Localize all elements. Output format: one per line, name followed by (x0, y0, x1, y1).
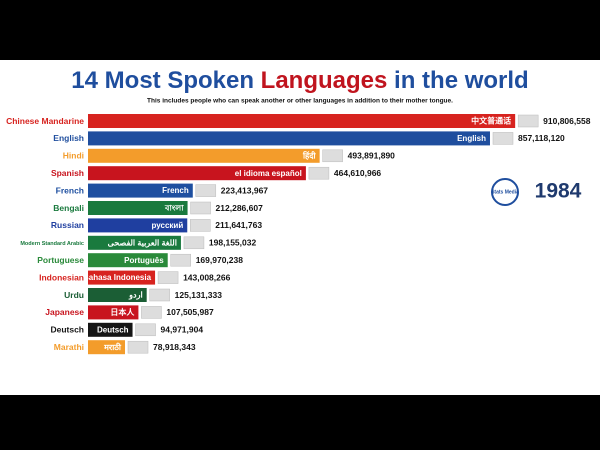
category-label: Bengali (53, 203, 84, 213)
logo-text: Stats Media (491, 189, 519, 195)
bar (88, 270, 156, 285)
flag (190, 219, 211, 232)
flag (127, 340, 149, 354)
chart-subtitle: This includes people who can speak anoth… (147, 98, 453, 105)
bar (88, 288, 147, 302)
flag (141, 306, 162, 319)
title-part: Languages (261, 67, 388, 94)
value-label: 125,131,333 (175, 290, 223, 300)
value-label: 169,970,238 (196, 255, 244, 265)
bar (88, 114, 516, 128)
bar-label: मराठी (103, 342, 122, 352)
category-label: English (53, 133, 84, 143)
title-part: 14 Most Spoken (71, 67, 260, 94)
bar-label: Bahasa Indonesia (83, 273, 152, 282)
value-label: 107,505,987 (166, 307, 214, 317)
bar-label: French (162, 186, 189, 195)
bar-label: اللغة العربية الفصحى (108, 238, 177, 248)
category-label: Deutsch (50, 325, 84, 335)
category-label: Indonesian (39, 272, 84, 282)
category-label: Hindi (63, 151, 84, 161)
flag (149, 288, 170, 302)
category-label: Marathi (54, 342, 84, 352)
bar-label: বাংলা (164, 204, 184, 213)
bar (88, 166, 306, 181)
value-label: 143,008,266 (183, 272, 231, 282)
bar-label: 日本人 (110, 307, 135, 317)
category-label: Portuguese (37, 255, 84, 265)
value-label: 910,806,558 (543, 116, 591, 126)
flag (183, 236, 205, 250)
year-label: 1984 (535, 180, 582, 203)
category-label: Spanish (51, 168, 84, 178)
flag (170, 253, 191, 267)
value-label: 223,413,967 (221, 185, 269, 195)
bar-label: Português (124, 256, 164, 265)
bar-label: el idioma español (235, 169, 302, 178)
logo-circle (491, 178, 519, 206)
title-part: in the world (387, 67, 528, 94)
bar (88, 201, 188, 215)
bar-label: اردو (128, 291, 143, 301)
value-label: 78,918,343 (153, 342, 196, 352)
bar (88, 340, 126, 355)
category-label: Chinese Mandarine (6, 116, 84, 126)
flag (157, 271, 179, 284)
bar-label: русский (151, 221, 183, 230)
bar (88, 305, 139, 320)
value-label: 857,118,120 (518, 133, 565, 143)
flag (195, 184, 217, 197)
category-label: Urdu (64, 290, 84, 300)
category-label: Japanese (45, 307, 84, 317)
category-label: Russian (51, 220, 84, 230)
bar (88, 131, 490, 146)
chart-title: 14 Most Spoken Languages in the world (71, 67, 528, 94)
bar (88, 218, 188, 233)
flag (135, 323, 156, 337)
bar-label: Deutsch (97, 325, 129, 334)
value-label: 94,971,904 (161, 325, 204, 335)
flag (190, 201, 211, 215)
value-label: 198,155,032 (209, 238, 257, 248)
bar (88, 253, 168, 268)
value-label: 493,891,890 (348, 151, 396, 161)
category-label: French (56, 185, 84, 195)
bar (88, 148, 320, 163)
category-label: Modern Standard Arabic (20, 241, 84, 247)
value-label: 212,286,607 (216, 203, 264, 213)
value-label: 211,641,763 (215, 220, 262, 230)
bar (88, 183, 193, 198)
bar (88, 235, 181, 250)
flag (308, 166, 330, 180)
flag (492, 132, 514, 145)
bar-label: English (457, 134, 486, 143)
flag (322, 149, 343, 163)
value-label: 464,610,966 (334, 168, 382, 178)
bar (88, 322, 133, 337)
bar-label: हिंदी (302, 150, 317, 160)
bar-label: 中文普通话 (471, 116, 511, 126)
flag (517, 114, 539, 128)
